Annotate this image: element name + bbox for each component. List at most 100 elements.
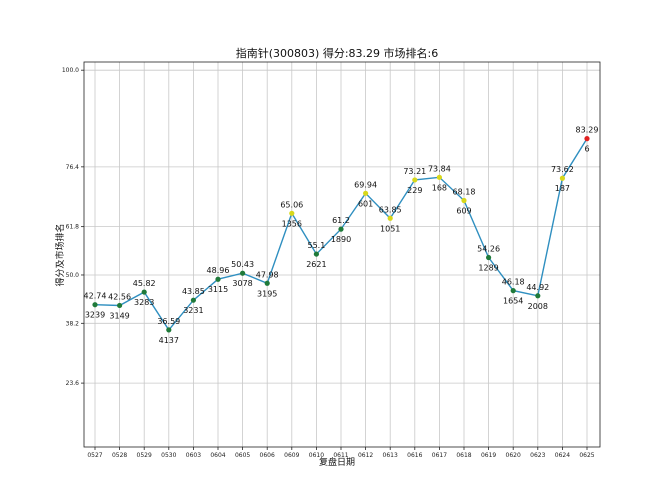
score-point: [338, 226, 344, 232]
y-axis-ticks: 23.6 38.2 50.0 61.8 76.4 100.0: [62, 67, 84, 387]
x-tick-label: 0610: [309, 452, 324, 459]
rank-label: 4137: [159, 336, 179, 345]
rank-label: 229: [407, 186, 422, 195]
rank-label: 1289: [478, 264, 498, 273]
x-tick-label: 0619: [481, 452, 496, 459]
score-point: [190, 297, 196, 303]
score-label: 69.94: [354, 180, 377, 189]
y-axis-title: 得分及市场排名: [54, 223, 66, 286]
score-point: [264, 280, 270, 286]
x-tick-label: 0625: [579, 452, 594, 459]
score-label: 42.56: [108, 292, 131, 301]
rank-label: 1356: [282, 219, 302, 228]
score-point: [166, 327, 172, 333]
x-tick-label: 0609: [284, 452, 299, 459]
score-point: [584, 136, 590, 142]
x-tick-label: 0529: [137, 452, 152, 459]
plot-frame: [83, 61, 601, 448]
rank-label: 3283: [134, 298, 154, 307]
data-labels: 42.74 3239 42.56 3149 45.82 3283 36.59 4137 43.8…: [84, 126, 599, 345]
rank-label: 3078: [232, 279, 252, 288]
x-tick-label: 0606: [260, 452, 275, 459]
x-tick-label: 0613: [383, 452, 398, 459]
rank-label: 3239: [85, 311, 105, 320]
y-tick-label: 50.0: [66, 272, 80, 279]
score-label: 50.43: [231, 260, 254, 269]
x-tick-label: 0618: [456, 452, 471, 459]
x-tick-label: 0616: [407, 452, 422, 459]
score-label: 47.98: [256, 270, 279, 279]
score-point: [313, 251, 319, 257]
rank-label: 609: [456, 207, 471, 216]
score-label: 73.21: [403, 167, 426, 176]
y-tick-label: 38.2: [66, 320, 80, 327]
x-tick-label: 0604: [210, 452, 225, 459]
score-label: 43.85: [182, 287, 205, 296]
score-label: 44.92: [526, 283, 549, 292]
y-tick-label: 76.4: [66, 164, 80, 171]
rank-label: 3115: [208, 285, 228, 294]
rank-label: 1890: [331, 235, 351, 244]
rank-label: 187: [555, 184, 570, 193]
x-tick-label: 0612: [358, 452, 373, 459]
rank-label: 3149: [109, 311, 129, 320]
x-tick-label: 0603: [186, 452, 201, 459]
x-tick-label: 0624: [555, 452, 570, 459]
rank-label: 168: [432, 183, 447, 192]
score-label: 83.29: [576, 126, 599, 135]
y-tick-label: 100.0: [62, 67, 79, 74]
score-label: 63.85: [379, 205, 402, 214]
score-point: [387, 215, 393, 221]
score-label: 61.2: [332, 216, 350, 225]
score-point: [436, 174, 442, 180]
x-tick-label: 0530: [161, 452, 176, 459]
score-label: 46.18: [502, 278, 525, 287]
x-tick-label: 0605: [235, 452, 250, 459]
score-point: [510, 288, 516, 294]
score-point: [559, 175, 566, 181]
y-tick-label: 61.8: [66, 224, 80, 231]
rank-label: 2008: [528, 302, 548, 311]
score-label: 54.26: [477, 245, 500, 254]
chart-title: 指南针(300803) 得分:83.29 市场排名:6: [236, 46, 438, 60]
score-point: [461, 197, 467, 204]
x-tick-label: 0623: [530, 452, 545, 459]
x-axis-title: 复盘日期: [319, 456, 355, 468]
rank-label: 2621: [306, 260, 326, 269]
score-label: 55.1: [307, 241, 325, 250]
score-point: [92, 302, 98, 308]
score-label: 73.62: [551, 165, 574, 174]
x-tick-label: 0617: [432, 452, 447, 459]
score-label: 42.74: [84, 292, 107, 301]
x-tick-label: 0528: [112, 452, 127, 459]
rank-label: 601: [358, 199, 373, 208]
score-point: [535, 293, 541, 299]
score-point: [240, 270, 246, 276]
score-point: [412, 177, 418, 183]
x-axis-ticks: 0527 0528 0529 0530 0603 0604 0605 0606 0609 0610…: [87, 447, 595, 459]
score-label: 36.59: [157, 317, 180, 326]
rank-label: 6: [584, 145, 589, 154]
score-label: 73.84: [428, 164, 451, 173]
score-point: [117, 302, 123, 309]
rank-label: 1654: [503, 297, 523, 306]
score-markers: [92, 136, 590, 333]
grid: [84, 62, 600, 447]
score-point: [363, 190, 369, 196]
x-tick-label: 0611: [333, 452, 348, 459]
score-point: [289, 210, 295, 216]
rank-label: 3231: [183, 306, 203, 315]
score-point: [141, 289, 147, 295]
score-label: 68.18: [453, 188, 476, 197]
rank-label: 1051: [380, 224, 400, 233]
rank-label: 3195: [257, 289, 277, 298]
y-tick-label: 23.6: [66, 380, 80, 387]
x-tick-label: 0620: [506, 452, 521, 459]
x-tick-label: 0527: [87, 452, 102, 459]
score-label: 48.96: [207, 266, 230, 275]
score-label: 45.82: [133, 279, 156, 288]
score-label: 65.06: [280, 200, 303, 209]
score-point: [215, 276, 221, 282]
score-point: [486, 254, 492, 261]
